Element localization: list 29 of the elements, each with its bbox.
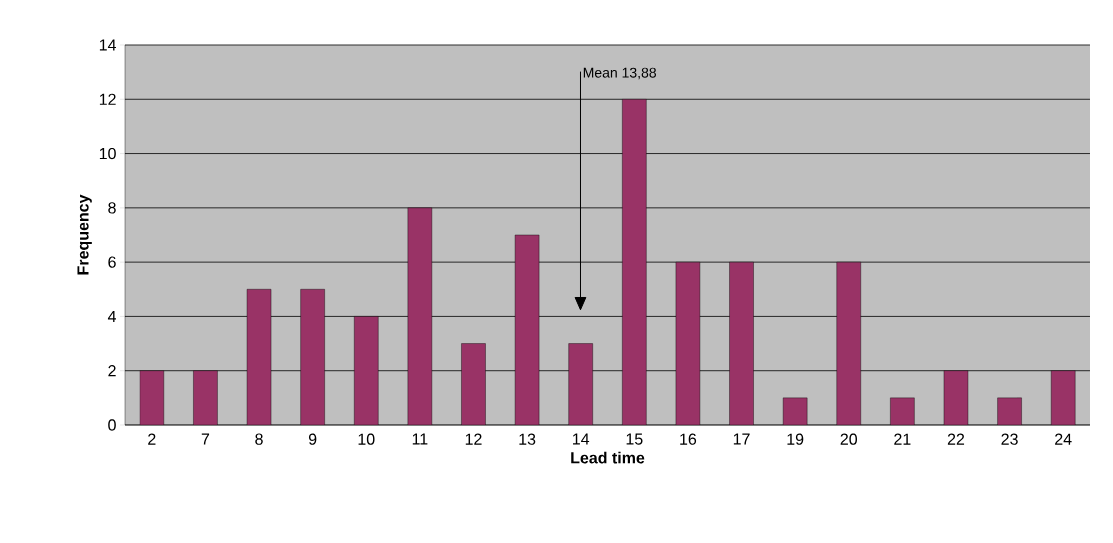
x-tick-label: 20: [840, 433, 858, 445]
x-tick-label: 17: [733, 433, 750, 445]
x-tick-label: 13: [519, 433, 536, 445]
y-tick-label: 4: [107, 310, 116, 322]
y-tick-label: 0: [108, 419, 116, 431]
x-tick-label: 7: [201, 433, 210, 445]
y-tick-label: 6: [108, 256, 116, 268]
x-tick-label: 15: [626, 433, 643, 445]
y-tick-label: 14: [99, 39, 116, 51]
y-tick-label: 8: [108, 202, 116, 214]
x-tick-label: 10: [358, 433, 375, 445]
x-tick-label: 16: [680, 433, 697, 445]
x-tick-label: 8: [255, 433, 263, 445]
x-tick-label: 21: [894, 433, 911, 445]
y-tick-label: 2: [108, 365, 116, 377]
x-tick-label: 22: [947, 433, 965, 445]
y-tick-label: 12: [99, 93, 116, 105]
y-axis-title: Frequency: [77, 194, 92, 275]
x-tick-label: 19: [787, 433, 804, 445]
x-axis-title: Lead time: [571, 451, 645, 464]
x-tick-label: 9: [308, 433, 317, 445]
x-tick-label: 24: [1055, 433, 1072, 445]
x-tick-label: 12: [465, 433, 482, 445]
x-tick-label: 23: [1001, 433, 1018, 445]
x-tick-label: 2: [148, 433, 156, 445]
x-tick-label: 14: [573, 433, 590, 445]
annotation: Mean 13,88: [583, 67, 656, 80]
x-tick-label: 11: [412, 433, 428, 445]
y-tick-label: 10: [99, 147, 116, 160]
